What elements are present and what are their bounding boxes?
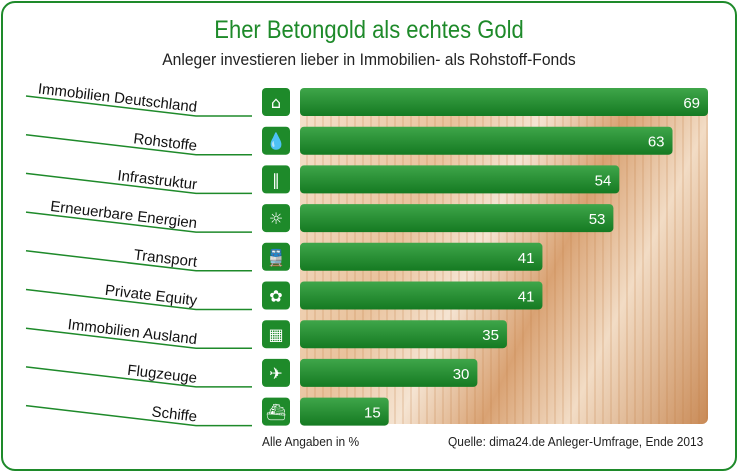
category-icon-bg — [262, 165, 290, 194]
bar — [300, 165, 620, 194]
drop-icon: 💧 — [266, 132, 286, 151]
category-icon-bg — [262, 88, 290, 116]
category-label: Erneuerbare Energien — [49, 198, 198, 232]
category-label: Immobilien Ausland — [67, 316, 198, 348]
chart-title: Eher Betongold als echtes Gold — [214, 16, 524, 44]
chart-subtitle: Anleger investieren lieber in Immobilien… — [162, 50, 576, 69]
category-label: Transport — [133, 246, 199, 270]
bar — [300, 204, 614, 233]
bar — [300, 320, 507, 349]
bar — [300, 358, 478, 387]
category-icon-bg — [262, 242, 290, 271]
label-underline — [25, 95, 252, 117]
category-icon-bg — [262, 358, 290, 387]
road-icon: ∥ — [272, 170, 280, 189]
category-label: Schiffe — [151, 403, 198, 425]
label-underline — [25, 288, 252, 311]
bar-value-label: 41 — [518, 289, 535, 306]
ship-icon: ⛴ — [266, 403, 286, 422]
bar — [300, 88, 708, 116]
unit-note: Alle Angaben in % — [262, 434, 360, 449]
label-underline — [25, 404, 252, 427]
category-label: Immobilien Deutschland — [37, 80, 198, 116]
bar — [300, 397, 389, 426]
label-underline — [25, 327, 252, 349]
label-underline — [25, 250, 252, 272]
label-underline — [25, 133, 252, 156]
bar-value-label: 41 — [518, 250, 535, 267]
category-icon-bg — [262, 126, 290, 155]
category-icon-bg — [262, 397, 290, 426]
label-underline — [25, 366, 252, 388]
building-icon: ▦ — [268, 325, 283, 344]
category-icon-bg — [262, 320, 290, 349]
bar-value-label: 30 — [453, 366, 470, 383]
flower-icon: ✿ — [269, 287, 282, 306]
label-underline — [25, 172, 252, 195]
bar-value-label: 69 — [683, 95, 700, 112]
category-icon-bg — [262, 204, 290, 233]
bar-value-label: 15 — [364, 405, 381, 422]
bar-value-label: 54 — [595, 172, 612, 189]
bar-value-label: 53 — [589, 211, 606, 228]
category-label: Rohstoffe — [132, 130, 197, 154]
bar — [300, 281, 543, 310]
category-icon-bg — [262, 281, 290, 310]
airplane-icon: ✈ — [269, 364, 282, 383]
house-icon: ⌂ — [271, 93, 281, 112]
bar — [300, 242, 543, 271]
sun-icon: ☼ — [269, 209, 283, 228]
train-icon: 🚆 — [266, 248, 286, 267]
bar — [300, 126, 673, 155]
source-note: Quelle: dima24.de Anleger-Umfrage, Ende … — [448, 434, 704, 449]
bar-value-label: 35 — [482, 327, 499, 344]
label-underline — [25, 211, 252, 233]
bar-value-label: 63 — [648, 134, 665, 151]
category-label: Private Equity — [104, 282, 198, 310]
